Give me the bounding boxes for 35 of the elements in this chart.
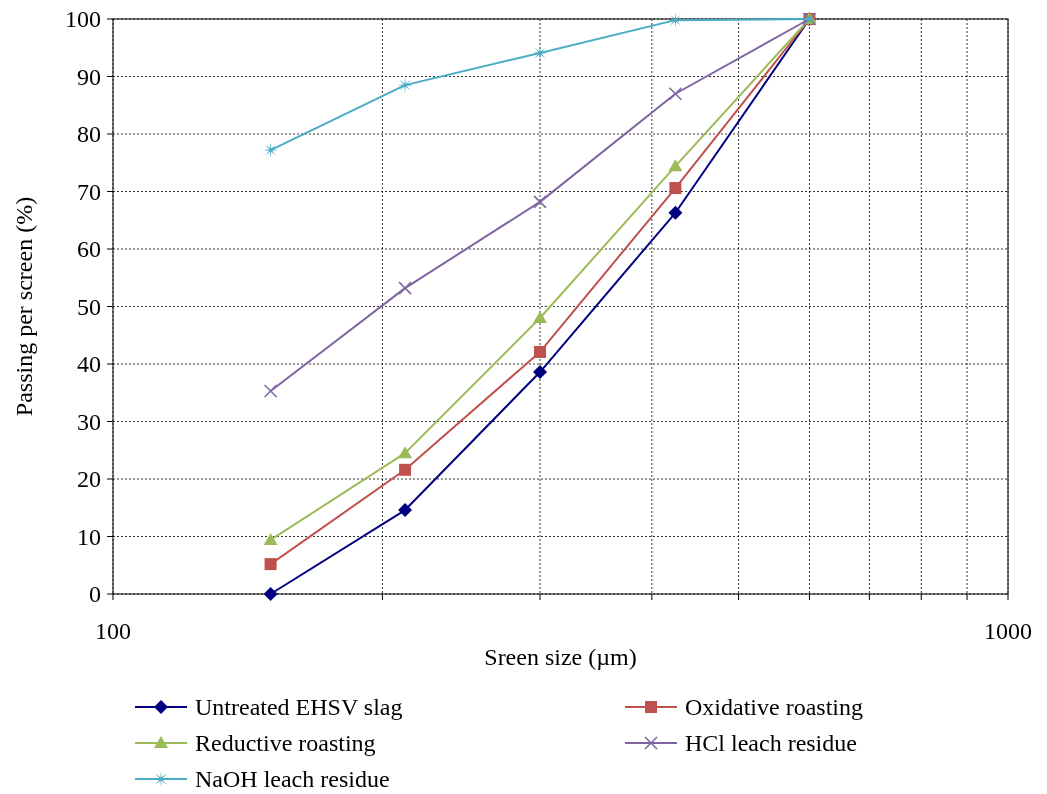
y-tick-label: 60 bbox=[77, 236, 101, 262]
y-tick-label: 10 bbox=[77, 523, 101, 550]
y-tick-label: 90 bbox=[77, 63, 101, 90]
point bbox=[263, 384, 278, 398]
y-axis-title: Passing per screen (%) bbox=[11, 196, 37, 417]
y-tick-label: 20 bbox=[77, 466, 101, 492]
point bbox=[534, 345, 547, 358]
point bbox=[398, 503, 413, 518]
y-tick-label: 50 bbox=[77, 293, 101, 320]
legend-label: NaOH leach residue bbox=[195, 766, 390, 792]
point bbox=[668, 87, 683, 101]
point bbox=[263, 532, 278, 545]
y-tick-label: 0 bbox=[89, 581, 101, 607]
y-tick-label: 100 bbox=[65, 6, 101, 32]
y-tick-label: 70 bbox=[77, 178, 101, 205]
legend-label: Oxidative roasting bbox=[685, 694, 863, 720]
x-axis-title: Sreen size (µm) bbox=[484, 644, 637, 670]
y-tick-label: 80 bbox=[77, 121, 101, 147]
point bbox=[533, 311, 548, 323]
point bbox=[669, 182, 682, 195]
legend-label: HCl leach residue bbox=[685, 730, 857, 756]
point bbox=[668, 159, 683, 172]
point bbox=[263, 587, 278, 601]
point bbox=[398, 446, 413, 459]
point bbox=[398, 281, 412, 295]
point bbox=[533, 365, 548, 380]
y-tick-label: 30 bbox=[77, 408, 101, 435]
point bbox=[399, 463, 412, 476]
legend-label: Untreated EHSV slag bbox=[195, 694, 403, 720]
y-tick-label: 40 bbox=[77, 351, 101, 377]
x-tick-label: 1000 bbox=[984, 618, 1032, 644]
point bbox=[533, 195, 547, 209]
point bbox=[668, 205, 683, 220]
point bbox=[264, 558, 277, 571]
legend-label: Reductive roasting bbox=[195, 730, 376, 756]
